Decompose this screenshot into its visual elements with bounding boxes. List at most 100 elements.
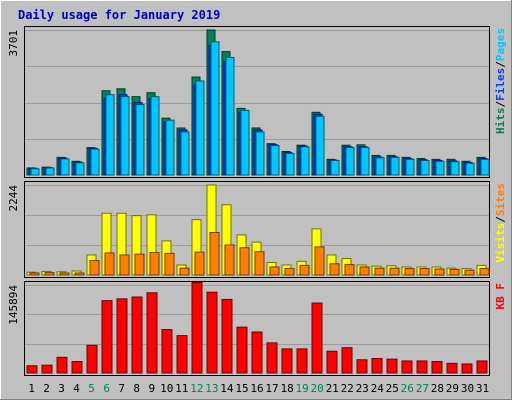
bar-sites-day-2	[44, 272, 55, 276]
bar-kb-f-day-13	[206, 291, 218, 374]
bar-kb-f-day-31	[476, 360, 488, 374]
bar-pages-day-25	[390, 156, 400, 176]
legend-entry: Sites	[494, 183, 507, 216]
axis-max-label: 3701	[7, 30, 20, 57]
bar-kb-f-day-19	[296, 348, 308, 374]
bar-sites-day-30	[464, 269, 475, 276]
day-label-24: 24	[371, 382, 385, 395]
day-label-7: 7	[118, 382, 125, 395]
panel-legend: Hits/Files/Pages	[494, 28, 507, 134]
bar-sites-day-18	[284, 268, 295, 276]
bar-kb-f-day-5	[86, 344, 98, 374]
day-label-27: 27	[416, 382, 429, 395]
bar-kb-f-day-22	[341, 347, 353, 374]
chart-panels: 3701Hits/Files/Pages2244Visits/Sites1458…	[7, 26, 507, 376]
bar-pages-day-27	[420, 160, 430, 176]
bar-sites-day-12	[194, 251, 205, 276]
bar-pages-day-21	[330, 160, 340, 176]
bar-sites-day-16	[254, 251, 265, 276]
legend-entry: Hits	[494, 108, 507, 135]
bar-kb-f-day-20	[311, 302, 323, 374]
bar-sites-day-24	[374, 267, 385, 276]
bar-sites-day-25	[389, 267, 400, 276]
bar-sites-day-21	[329, 263, 340, 276]
bar-kb-f-day-3	[56, 356, 68, 374]
bar-sites-day-26	[404, 268, 415, 276]
bar-pages-day-20	[315, 115, 325, 176]
bar-kb-f-day-16	[251, 331, 263, 374]
bar-sites-day-28	[434, 268, 445, 276]
bar-sites-day-1	[29, 272, 40, 276]
panel-visits-sites: 2244 Visits/Sites	[7, 181, 507, 278]
bar-pages-day-18	[285, 152, 295, 176]
bar-sites-day-7	[119, 254, 130, 276]
bar-kb-f-day-2	[41, 364, 53, 374]
bar-sites-day-4	[74, 272, 85, 276]
bar-kb-f-day-18	[281, 348, 293, 374]
bar-pages-day-11	[180, 131, 190, 176]
day-label-31: 31	[476, 382, 489, 395]
bar-pages-day-6	[105, 94, 115, 176]
bar-kb-f-day-11	[176, 335, 188, 374]
day-label-14: 14	[220, 382, 234, 395]
day-labels: 1 2 3 4 5 6 7 8 9 10 11 12 13 14 15 16 17 18 19 20 21 22 23 24 2…	[28, 382, 489, 395]
legend-entry: /	[494, 61, 507, 68]
day-label-12: 12	[190, 382, 203, 395]
day-label-10: 10	[160, 382, 173, 395]
bar-pages-day-31	[480, 158, 490, 176]
bar-kb-f-day-29	[446, 362, 458, 374]
bar-pages-day-5	[90, 148, 100, 176]
bar-pages-day-9	[150, 96, 160, 176]
day-label-19: 19	[295, 382, 308, 395]
bar-pages-day-2	[45, 167, 55, 176]
day-label-9: 9	[148, 382, 155, 395]
bar-sites-day-23	[359, 266, 370, 276]
legend-entry: KB F	[494, 283, 507, 310]
panel-frame	[24, 281, 490, 376]
day-label-26: 26	[401, 382, 414, 395]
panel-frame	[24, 181, 490, 278]
panel-kbytes: 145894 KB F	[7, 281, 507, 376]
bar-pages-day-16	[255, 131, 265, 176]
day-label-16: 16	[250, 382, 263, 395]
bar-sites-day-29	[449, 268, 460, 276]
bar-pages-day-15	[240, 109, 250, 176]
bar-kb-f-day-4	[71, 361, 83, 374]
bar-pages-day-19	[300, 146, 310, 176]
day-label-13: 13	[205, 382, 218, 395]
day-label-11: 11	[175, 382, 188, 395]
day-label-8: 8	[133, 382, 140, 395]
bar-pages-day-28	[435, 160, 445, 176]
day-label-15: 15	[235, 382, 248, 395]
chart-title: Daily usage for January 2019	[18, 8, 220, 22]
legend-entry: /	[494, 101, 507, 108]
bar-pages-day-1	[30, 168, 40, 176]
bar-sites-day-8	[134, 253, 145, 276]
day-label-20: 20	[310, 382, 323, 395]
bar-kb-f-day-21	[326, 350, 338, 374]
legend-entry: Files	[494, 68, 507, 101]
bar-pages-day-30	[465, 162, 475, 176]
bar-sites-day-9	[149, 252, 160, 276]
bar-pages-day-7	[120, 96, 130, 176]
bar-pages-day-14	[225, 56, 235, 176]
day-label-29: 29	[446, 382, 459, 395]
bar-sites-day-17	[269, 266, 280, 276]
bar-kb-f-day-8	[131, 296, 143, 374]
bar-kb-f-day-24	[371, 358, 383, 374]
bar-pages-day-23	[360, 147, 370, 176]
axis-max-label: 145894	[7, 285, 20, 325]
bar-sites-day-5	[89, 260, 100, 276]
bar-sites-day-6	[104, 252, 115, 276]
day-label-28: 28	[431, 382, 444, 395]
bar-kb-f-day-12	[191, 282, 203, 374]
bar-kb-f-day-28	[431, 361, 443, 374]
bar-sites-day-20	[314, 246, 325, 276]
legend-entry: Pages	[494, 28, 507, 61]
bar-sites-day-10	[164, 252, 175, 276]
bar-kb-f-day-10	[161, 329, 173, 374]
bar-kb-f-day-15	[236, 326, 248, 374]
